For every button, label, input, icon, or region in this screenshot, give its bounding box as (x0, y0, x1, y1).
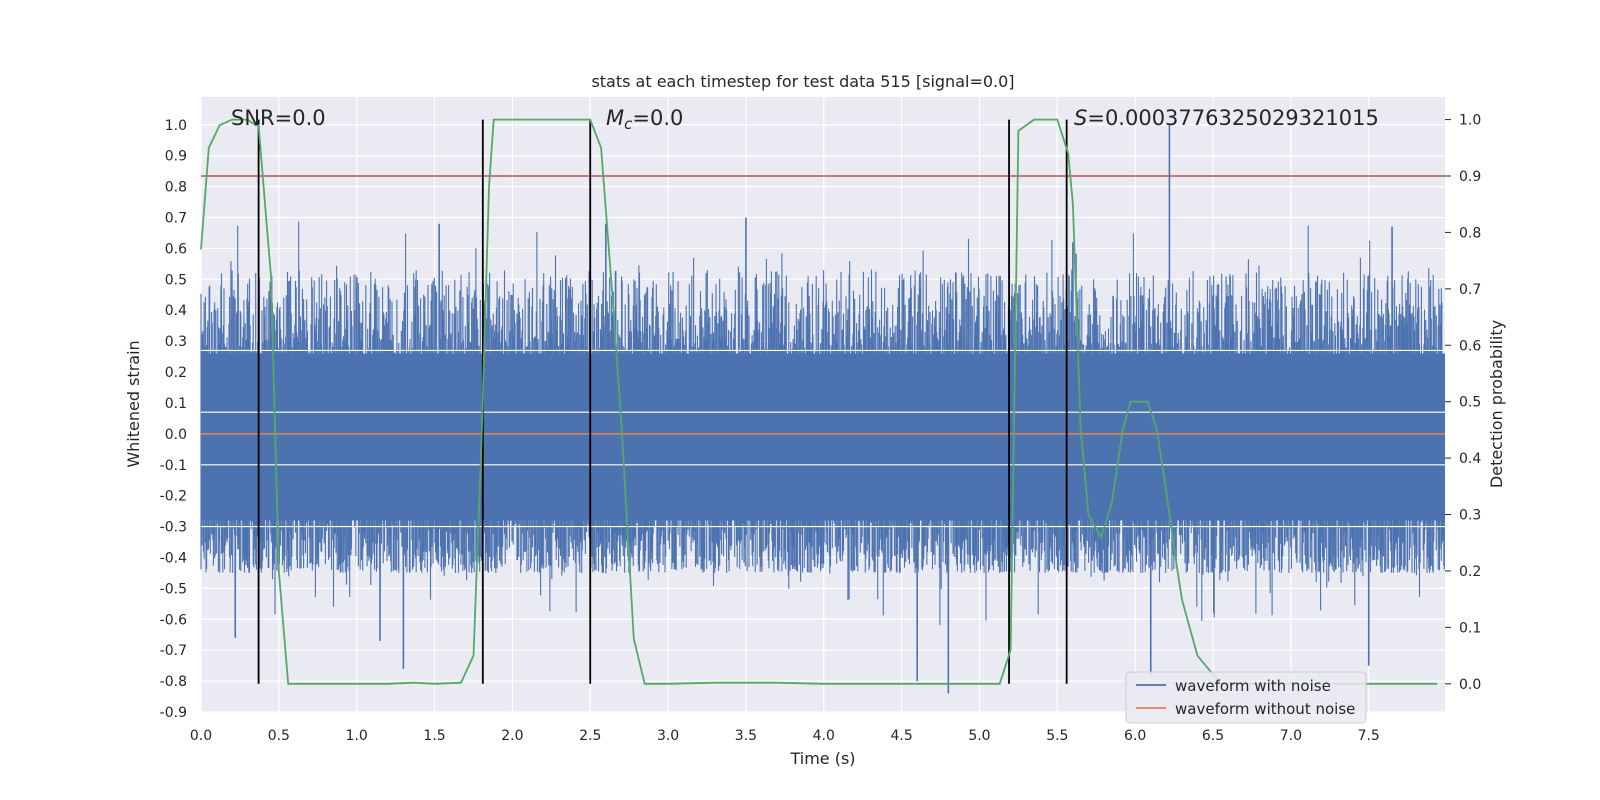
y2-tick-label: 0.2 (1459, 564, 1481, 580)
y-tick-label: -0.7 (160, 643, 187, 659)
x-tick-label: 0.0 (190, 728, 212, 744)
y2-tick-label: 0.9 (1459, 169, 1481, 185)
y-tick-label: 0.0 (165, 427, 187, 443)
s-value: =0.0003776325029321015 (1087, 106, 1379, 130)
y2-tick-label: 1.0 (1459, 113, 1481, 129)
legend-label-noise: waveform with noise (1175, 677, 1331, 695)
y-tick-label: 0.3 (165, 334, 187, 350)
legend: waveform with noise waveform without noi… (1125, 671, 1367, 724)
mc-subscript: c (624, 115, 633, 133)
x-tick-label: 5.0 (968, 728, 990, 744)
s-annotation: S=0.0003776325029321015 (1074, 106, 1379, 130)
y2-tick-label: 0.1 (1459, 620, 1481, 636)
y-tick-label: -0.3 (160, 520, 187, 536)
y2-tick-label: 0.7 (1459, 282, 1481, 298)
x-tick-label: 2.5 (579, 728, 601, 744)
y-tick-label: 0.7 (165, 211, 187, 227)
mc-value: =0.0 (632, 106, 683, 130)
y2-axis-label: Detection probability (1487, 320, 1506, 488)
series-layer (200, 118, 1445, 694)
chart-title: stats at each timestep for test data 515… (591, 72, 1014, 91)
noise-waveform-core (201, 353, 1445, 521)
y-tick-label: -0.8 (160, 674, 187, 690)
y-tick-label: -0.4 (160, 550, 187, 566)
y2-tick-label: 0.8 (1459, 225, 1481, 241)
snr-annotation: SNR=0.0 (231, 106, 326, 130)
y2-tick-label: 0.3 (1459, 508, 1481, 524)
y-tick-label: 1.0 (165, 118, 187, 134)
y-tick-label: -0.6 (160, 612, 187, 628)
legend-box (1125, 671, 1367, 724)
legend-label-clean: waveform without noise (1175, 700, 1355, 718)
tick-labels: 0.0 0.5 1.0 1.5 2.0 2.5 3.0 3.5 4.0 4.5 5.0 5.5 6.0 6… (160, 113, 1482, 744)
x-tick-label: 6.0 (1124, 728, 1146, 744)
x-tick-label: 7.5 (1358, 728, 1380, 744)
x-tick-label: 5.5 (1046, 728, 1068, 744)
mc-symbol: M (606, 106, 624, 130)
x-axis-label: Time (s) (789, 749, 855, 768)
y2-tick-label: 0.5 (1459, 395, 1481, 411)
y-tick-label: -0.1 (160, 458, 187, 474)
y-tick-label: 0.8 (165, 180, 187, 196)
y2-tick-label: 0.6 (1459, 338, 1481, 354)
x-tick-label: 1.0 (346, 728, 368, 744)
y-tick-label: 0.4 (165, 303, 187, 319)
x-tick-label: 4.0 (813, 728, 835, 744)
y-tick-label: -0.9 (160, 705, 187, 721)
y-tick-label: 0.1 (165, 396, 187, 412)
s-symbol: S (1074, 106, 1087, 130)
y-tick-label: 0.2 (165, 365, 187, 381)
x-tick-label: 0.5 (268, 728, 290, 744)
annotations: SNR=0.0 Mc=0.0 S=0.0003776325029321015 (231, 106, 1379, 133)
y2-tick-label: 0.4 (1459, 451, 1481, 467)
y-tick-label: 0.5 (165, 272, 187, 288)
x-tick-label: 6.5 (1202, 728, 1224, 744)
mc-annotation: Mc=0.0 (606, 106, 683, 133)
y2-tick-label: 0.0 (1459, 677, 1481, 693)
x-tick-label: 4.5 (890, 728, 912, 744)
x-tick-label: 3.5 (735, 728, 757, 744)
y-axis-label: Whitened strain (124, 340, 143, 467)
y-tick-label: -0.2 (160, 489, 187, 505)
y-tick-label: 0.9 (165, 149, 187, 165)
y-tick-label: -0.5 (160, 581, 187, 597)
x-tick-label: 2.0 (501, 728, 523, 744)
x-tick-label: 7.0 (1280, 728, 1302, 744)
series-detection-probability (200, 118, 1438, 685)
y-tick-label: 0.6 (165, 241, 187, 257)
x-tick-label: 1.5 (423, 728, 445, 744)
x-tick-label: 3.0 (657, 728, 679, 744)
